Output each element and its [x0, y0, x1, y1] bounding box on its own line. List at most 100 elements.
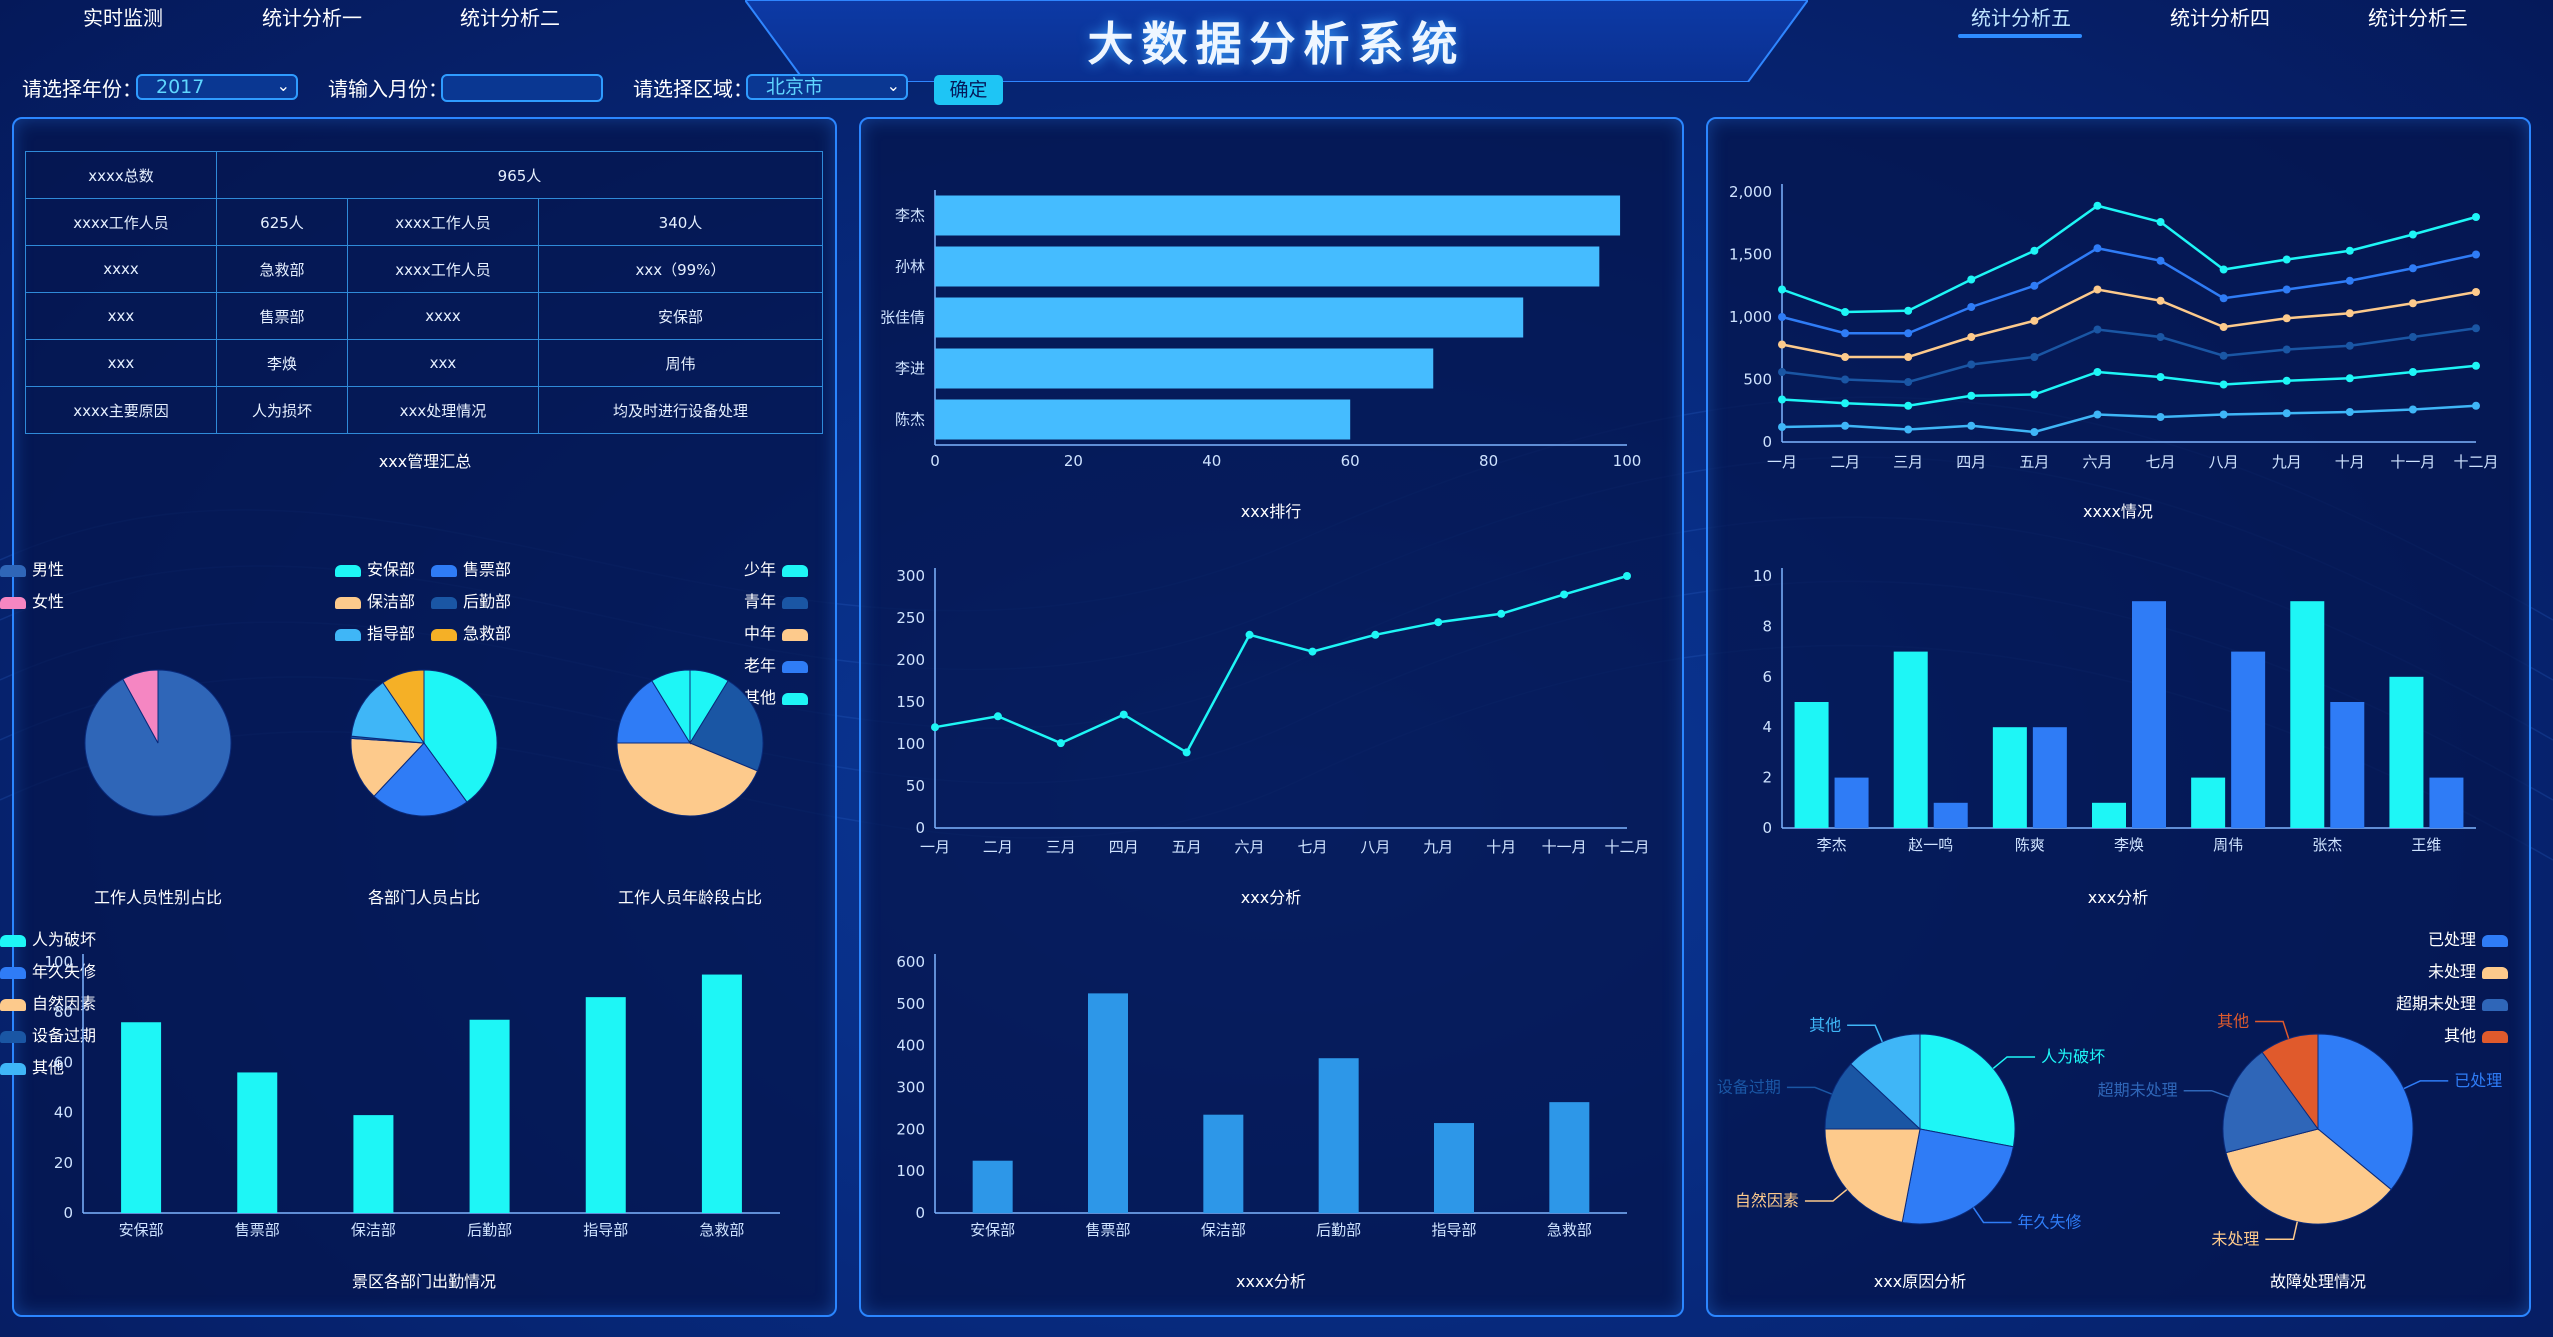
point	[1841, 353, 1850, 361]
legend-item[interactable]: 其他	[2444, 1022, 2508, 1046]
legend-swatch-icon	[782, 596, 808, 609]
x-tick-label: 十月	[2335, 453, 2365, 471]
x-tick-label: 七月	[2146, 453, 2176, 471]
legend-swatch-icon	[782, 628, 808, 641]
legend-swatch-icon	[0, 1030, 26, 1043]
legend-label: 未处理	[2427, 962, 2476, 981]
legend-item[interactable]: 超期未处理	[2396, 990, 2508, 1014]
pie-label: 设备过期	[1717, 1077, 1781, 1096]
page-title: 大数据分析系统	[1087, 17, 1466, 71]
nav-tab-stats-3[interactable]: 统计分析三	[2368, 6, 2468, 30]
x-tick-label: 一月	[920, 838, 950, 856]
bar	[1549, 1102, 1590, 1213]
legend-swatch-icon	[2482, 1030, 2508, 1043]
bar	[701, 974, 742, 1213]
point	[1904, 378, 1913, 386]
nav-tab-stats-4[interactable]: 统计分析四	[2170, 6, 2270, 30]
x-tick-label: 二月	[1830, 453, 1860, 471]
legend-item[interactable]: 其他	[744, 684, 808, 708]
point	[1841, 375, 1850, 384]
x-tick-label: 80	[1479, 452, 1498, 470]
legend-label: 指导部	[367, 624, 416, 643]
point	[2093, 368, 2102, 376]
legend-item[interactable]: 老年	[744, 652, 808, 676]
legend-item[interactable]: 未处理	[2428, 958, 2508, 982]
y-tick-label: 100	[896, 1162, 925, 1180]
bar	[469, 1019, 510, 1213]
point	[2472, 288, 2480, 296]
point	[2345, 408, 2354, 416]
bar	[585, 997, 626, 1213]
x-tick-label: 六月	[2082, 453, 2112, 471]
legend-item[interactable]: 指导部	[335, 620, 415, 644]
point	[2282, 255, 2291, 264]
legend-item[interactable]: 安保部	[335, 556, 415, 580]
legend-item[interactable]: 少年	[744, 556, 808, 580]
point	[1056, 739, 1065, 748]
legend-item[interactable]: 自然因素	[0, 990, 96, 1014]
legend-item[interactable]: 已处理	[2428, 926, 2508, 950]
y-tick-label: 2,000	[1729, 183, 1772, 201]
x-tick-label: 安保部	[970, 1221, 1015, 1239]
legend-item[interactable]: 女性	[0, 588, 64, 612]
confirm-button[interactable]: 确定	[934, 75, 1003, 105]
table-cell: xxxx	[25, 245, 217, 293]
summary-caption: xxx管理汇总	[378, 452, 472, 471]
pie-slice	[689, 680, 764, 772]
nav-tab-stats-1[interactable]: 统计分析一	[262, 6, 362, 30]
pie-label: 其他	[1809, 1015, 1841, 1034]
legend-item[interactable]: 设备过期	[0, 1022, 96, 1046]
y-tick-label: 6	[1762, 668, 1772, 686]
point	[2282, 345, 2291, 354]
table-cell: 急救部	[216, 245, 348, 293]
point	[2219, 323, 2228, 331]
legend-item[interactable]: 售票部	[431, 556, 511, 580]
x-tick-label: 八月	[1360, 838, 1390, 856]
series-line	[1781, 404, 2477, 434]
region-select[interactable]: 北京市 ⌄	[746, 74, 908, 100]
y-tick-label: 李杰	[895, 207, 925, 225]
point	[2408, 230, 2417, 239]
legend-label: 已处理	[2427, 930, 2476, 949]
legend-item[interactable]: 中年	[744, 620, 808, 644]
legend-swatch-icon	[2482, 966, 2508, 979]
legend-label: 设备过期	[32, 1026, 97, 1045]
legend-item[interactable]: 男性	[0, 556, 64, 580]
series-line	[1781, 288, 2477, 359]
legend-item[interactable]: 其他	[0, 1054, 64, 1078]
legend-item[interactable]: 青年	[744, 588, 808, 612]
nav-tab-stats-2[interactable]: 统计分析二	[460, 6, 560, 30]
nav-tab-stats-5[interactable]: 统计分析五	[1971, 6, 2071, 30]
legend-label: 其他	[32, 1058, 65, 1077]
month-input[interactable]	[441, 74, 603, 102]
point	[2093, 285, 2102, 294]
nav-tab-realtime[interactable]: 实时监测	[83, 6, 163, 30]
point	[2030, 281, 2039, 290]
point	[1560, 590, 1569, 599]
legend-label: 少年	[743, 560, 776, 579]
point	[1778, 423, 1786, 431]
point	[1904, 306, 1913, 315]
table-row: xxxx主要原因 人为损坏 xxx处理情况 均及时进行设备处理	[25, 386, 823, 434]
point	[2156, 256, 2165, 265]
point	[1623, 572, 1631, 580]
legend-item[interactable]: 急救部	[431, 620, 511, 644]
pie-slice	[122, 669, 159, 744]
legend-label: 安保部	[367, 560, 416, 579]
legend-item[interactable]: 后勤部	[431, 588, 511, 612]
legend-item[interactable]: 保洁部	[335, 588, 415, 612]
legend-item[interactable]: 年久失修	[0, 958, 96, 982]
x-tick-label: 四月	[1956, 453, 1986, 471]
pie-slice	[2317, 1033, 2414, 1191]
pie-label: 已处理	[2454, 1071, 2502, 1090]
y-tick-label: 150	[896, 693, 925, 711]
point	[2219, 265, 2228, 274]
legend-item[interactable]: 人为破坏	[0, 926, 96, 950]
bar	[2429, 777, 2464, 828]
pie-label: 超期未处理	[2098, 1081, 2178, 1100]
y-tick-label: 0	[63, 1204, 73, 1222]
year-select[interactable]: 2017 ⌄	[136, 74, 298, 100]
y-tick-label: 张佳倩	[880, 309, 925, 327]
fault-caption: 故障处理情况	[2269, 1272, 2367, 1291]
legend-swatch-icon	[782, 692, 808, 705]
